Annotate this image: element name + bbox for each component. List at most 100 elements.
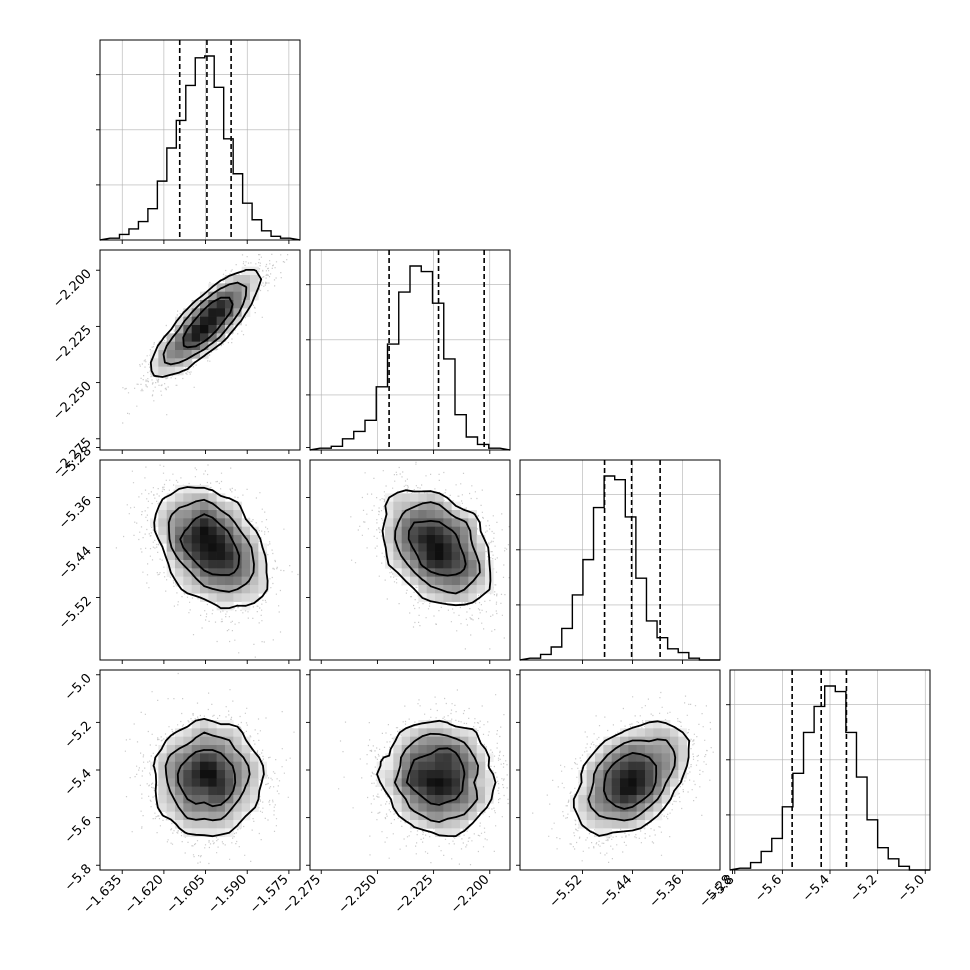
- density-cell: [200, 811, 209, 821]
- density-cell: [426, 786, 436, 796]
- density-cell: [620, 753, 629, 762]
- density-cell: [426, 770, 436, 779]
- density-cell: [460, 745, 469, 754]
- density-cell: [595, 820, 604, 829]
- density-cell: [393, 510, 402, 519]
- density-cell: [166, 518, 176, 527]
- density-cell: [166, 493, 176, 502]
- scatter-panel-2-0: [99, 459, 301, 661]
- density-cell: [183, 728, 192, 737]
- density-cell: [401, 761, 411, 771]
- density-cell: [200, 576, 209, 586]
- density-cell: [200, 803, 209, 812]
- density-cell: [476, 568, 486, 577]
- contour-level-2: [176, 749, 237, 808]
- density-cell: [166, 560, 176, 569]
- density-cell: [670, 728, 679, 737]
- density-cell: [611, 803, 621, 812]
- y-tick-label-1: −2.250: [50, 379, 95, 424]
- density-cell: [636, 753, 646, 762]
- density-cell: [460, 526, 469, 536]
- density-cell: [208, 786, 217, 796]
- density-cell: [628, 770, 637, 779]
- density-cell: [225, 761, 234, 771]
- density-cell: [208, 501, 217, 511]
- density-cell: [443, 543, 452, 552]
- density-cell: [216, 518, 226, 527]
- density-cell: [586, 770, 596, 779]
- density-cell: [175, 761, 184, 771]
- density-cell: [645, 811, 654, 821]
- density-cell: [241, 526, 251, 536]
- density-cell: [476, 576, 486, 586]
- density-cell: [595, 770, 604, 779]
- density-cell: [175, 366, 184, 376]
- contour-level-0: [376, 719, 497, 837]
- contour-level-1: [587, 738, 677, 822]
- scatter-panel-3-0: [99, 669, 301, 871]
- density-cell: [586, 761, 596, 771]
- density-cell: [628, 728, 637, 737]
- density-cell: [200, 543, 209, 552]
- density-cell: [175, 333, 184, 342]
- contour-level-2: [182, 296, 234, 349]
- density-cell: [443, 518, 452, 527]
- density-cell: [183, 761, 192, 771]
- density-cell: [216, 526, 226, 536]
- density-cell: [451, 568, 461, 577]
- density-cell: [468, 585, 477, 594]
- density-cell: [435, 493, 444, 502]
- density-cell: [653, 745, 662, 754]
- density-cell: [661, 753, 671, 762]
- density-cell: [393, 745, 402, 754]
- density-cell: [166, 795, 176, 804]
- density-cell: [410, 745, 419, 754]
- density-cell: [393, 803, 402, 812]
- density-cell: [410, 551, 419, 561]
- contour-level-1: [164, 731, 251, 822]
- density-cell: [191, 820, 201, 829]
- density-cell: [393, 795, 402, 804]
- density-cell: [208, 300, 217, 309]
- x-tick-label-3: −5.4: [800, 872, 833, 905]
- density-cell: [661, 786, 671, 796]
- density-cell: [216, 593, 226, 602]
- density-cell: [191, 795, 201, 804]
- density-cell: [485, 770, 494, 779]
- density-cell: [393, 753, 402, 762]
- density-cell: [385, 543, 394, 552]
- density-cell: [426, 510, 436, 519]
- density-cell: [158, 526, 167, 536]
- density-cell: [233, 576, 242, 586]
- density-cell: [603, 828, 612, 837]
- density-cell: [435, 820, 444, 829]
- density-cell: [595, 786, 604, 796]
- density-cell: [426, 560, 436, 569]
- density-cell: [410, 576, 419, 586]
- density-cell: [435, 560, 444, 569]
- density-cell: [426, 720, 436, 729]
- density-cell: [443, 720, 452, 729]
- density-cell: [385, 761, 394, 771]
- density-cell: [158, 745, 167, 754]
- density-cell: [233, 568, 242, 577]
- density-cell: [158, 510, 167, 519]
- density-cell: [200, 593, 209, 602]
- density-cell: [208, 828, 217, 837]
- panel-frame: [519, 459, 721, 661]
- density-cell: [435, 576, 444, 586]
- density-cell: [443, 811, 452, 821]
- density-cell: [418, 770, 427, 779]
- density-cell: [233, 526, 242, 536]
- density-cell: [468, 510, 477, 519]
- density-cell: [410, 510, 419, 519]
- density-cell: [426, 803, 436, 812]
- density-cell: [208, 820, 217, 829]
- density-cell: [216, 761, 226, 771]
- density-cell: [216, 291, 226, 301]
- density-cell: [435, 593, 444, 602]
- density-cell: [200, 333, 209, 342]
- density-cell: [200, 518, 209, 527]
- density-cell: [216, 585, 226, 594]
- density-cell: [241, 543, 251, 552]
